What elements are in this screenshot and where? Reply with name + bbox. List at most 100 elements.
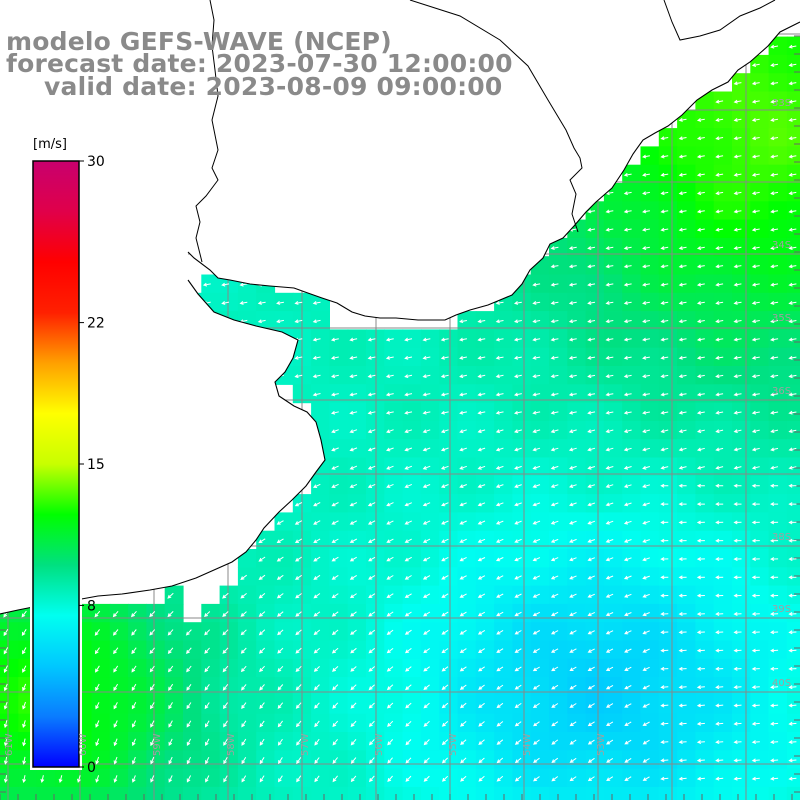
field-cell bbox=[475, 347, 495, 367]
wind-arrow bbox=[423, 648, 430, 654]
wind-arrow bbox=[715, 118, 724, 122]
wind-arrow bbox=[514, 447, 522, 452]
field-cell bbox=[384, 750, 404, 770]
field-cell bbox=[530, 713, 550, 733]
wind-arrow bbox=[696, 264, 705, 269]
wind-arrow bbox=[332, 775, 338, 783]
wind-arrow bbox=[733, 374, 742, 379]
field-cell bbox=[603, 329, 623, 349]
wind-arrow bbox=[788, 630, 797, 635]
wind-arrow bbox=[168, 775, 173, 783]
coastline bbox=[0, 0, 800, 615]
field-cell bbox=[603, 658, 623, 678]
wind-arrow bbox=[678, 392, 687, 397]
wind-arrow bbox=[605, 612, 614, 617]
field-cell bbox=[274, 549, 294, 568]
field-cell bbox=[256, 311, 276, 330]
wind-arrow bbox=[204, 611, 211, 618]
wind-arrow bbox=[624, 685, 632, 690]
wind-arrow bbox=[660, 246, 669, 250]
field-cell bbox=[768, 54, 788, 74]
wind-arrow bbox=[441, 556, 449, 562]
wind-arrow bbox=[696, 172, 705, 177]
field-cell bbox=[494, 366, 513, 385]
wind-arrow bbox=[605, 575, 614, 580]
wind-arrow bbox=[350, 720, 357, 728]
field-cell bbox=[237, 567, 257, 587]
field-cell bbox=[420, 567, 440, 587]
field-cell bbox=[640, 677, 660, 696]
wind-arrow bbox=[259, 738, 265, 746]
wind-arrow bbox=[770, 483, 779, 488]
field-cell bbox=[585, 347, 605, 367]
wind-arrow bbox=[259, 665, 265, 673]
wind-arrow bbox=[276, 301, 284, 305]
wind-arrow bbox=[276, 556, 284, 562]
field-cell bbox=[128, 750, 147, 770]
field-cell bbox=[530, 329, 550, 349]
field-cell bbox=[219, 695, 239, 715]
field-cell bbox=[658, 219, 678, 239]
wind-arrow bbox=[314, 757, 320, 764]
field-cell bbox=[402, 677, 422, 696]
wind-arrow bbox=[568, 447, 577, 452]
wind-arrow bbox=[623, 209, 632, 214]
wind-arrow bbox=[314, 775, 320, 783]
field-cell bbox=[750, 73, 770, 93]
wind-arrow bbox=[532, 319, 541, 324]
wind-arrow bbox=[551, 757, 559, 764]
field-cell bbox=[457, 347, 477, 367]
wind-arrow bbox=[605, 484, 614, 488]
wind-arrow bbox=[678, 593, 687, 598]
field-cell bbox=[146, 640, 166, 660]
wind-arrow bbox=[441, 739, 449, 746]
wind-arrow bbox=[770, 410, 779, 415]
wind-arrow bbox=[477, 538, 486, 543]
wind-arrow bbox=[605, 355, 614, 360]
field-cell bbox=[695, 786, 715, 800]
field-cell bbox=[457, 494, 477, 513]
field-cell bbox=[585, 292, 605, 312]
wind-arrow bbox=[240, 593, 247, 599]
field-cell bbox=[713, 219, 733, 239]
wind-arrow bbox=[149, 683, 155, 691]
wind-arrow bbox=[313, 556, 321, 562]
wind-arrow bbox=[733, 99, 742, 104]
field-cell bbox=[622, 183, 642, 202]
field-cell bbox=[567, 732, 587, 751]
wind-arrow bbox=[678, 301, 687, 305]
field-cell bbox=[494, 622, 513, 642]
wind-arrow bbox=[312, 319, 321, 324]
wind-arrow bbox=[660, 191, 669, 196]
wind-arrow bbox=[605, 666, 614, 671]
field-cell bbox=[622, 201, 642, 221]
field-cell bbox=[420, 603, 440, 623]
wind-arrow bbox=[678, 118, 687, 122]
field-cell bbox=[549, 549, 568, 568]
field-cell bbox=[622, 366, 642, 385]
wind-arrow bbox=[168, 720, 173, 728]
wind-arrow bbox=[770, 301, 779, 305]
wind-arrow bbox=[751, 666, 760, 671]
field-cell bbox=[311, 640, 330, 660]
wind-arrow bbox=[606, 739, 614, 745]
field-cell bbox=[311, 549, 330, 568]
wind-arrow bbox=[642, 264, 650, 269]
field-cell bbox=[530, 622, 550, 642]
field-cell bbox=[402, 439, 422, 459]
wind-arrow bbox=[660, 410, 669, 415]
wind-arrow bbox=[205, 775, 210, 783]
wind-arrow bbox=[532, 593, 541, 598]
wind-arrow bbox=[660, 630, 669, 635]
wind-arrow bbox=[514, 502, 522, 507]
field-cell bbox=[494, 786, 513, 800]
wind-arrow bbox=[131, 775, 136, 783]
wind-arrow bbox=[696, 538, 705, 543]
field-cell bbox=[512, 457, 532, 477]
field-cell bbox=[603, 732, 623, 751]
wind-arrow bbox=[715, 136, 724, 141]
field-cell bbox=[420, 420, 440, 440]
field-cell bbox=[585, 622, 605, 642]
field-cell bbox=[549, 713, 568, 733]
